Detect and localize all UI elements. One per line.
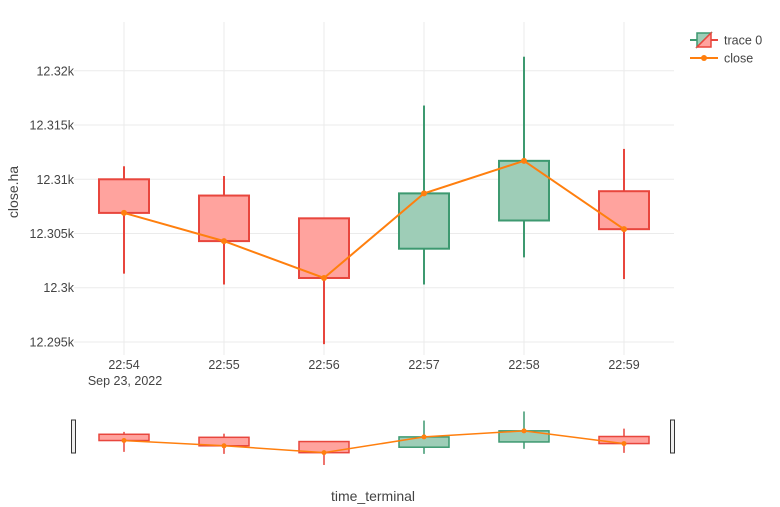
legend[interactable]: trace 0 close — [690, 31, 762, 66]
x-date-label: Sep 23, 2022 — [88, 374, 162, 388]
legend-item-trace-0[interactable]: trace 0 — [690, 31, 762, 49]
candle-2254[interactable] — [98, 166, 150, 274]
range-slider-candles — [98, 411, 650, 465]
y-tick-labels: 12.295k 12.3k 12.305k 12.31k 12.315k 12.32k — [30, 64, 75, 349]
slider-candle-2258[interactable] — [498, 411, 550, 449]
candle-body — [98, 178, 150, 214]
candle-body — [398, 192, 450, 250]
y-tick-label: 12.295k — [30, 335, 75, 349]
slider-close-point[interactable] — [621, 441, 627, 447]
x-tick-label: 22:55 — [208, 358, 239, 372]
slider-close-point[interactable] — [221, 443, 227, 449]
x-tick-labels: 22:54 22:55 22:56 22:57 22:58 22:59 — [108, 358, 639, 372]
y-tick-label: 12.3k — [43, 281, 74, 295]
legend-item-close[interactable]: close — [690, 52, 753, 66]
x-tick-label: 22:54 — [108, 358, 139, 372]
close-point[interactable] — [421, 190, 427, 197]
range-slider-left-handle[interactable] — [71, 419, 76, 454]
close-point[interactable] — [121, 209, 127, 216]
candle-body — [298, 217, 350, 279]
legend-label-close: close — [724, 52, 753, 66]
legend-label-trace-0: trace 0 — [724, 34, 762, 48]
range-slider[interactable] — [71, 405, 675, 465]
slider-close-line — [123, 430, 625, 454]
legend-line-marker — [701, 55, 707, 61]
candle-body — [198, 194, 250, 243]
x-axis-label: time_terminal — [331, 488, 415, 504]
close-point[interactable] — [521, 157, 527, 164]
close-point[interactable] — [321, 274, 327, 281]
candle-2255[interactable] — [198, 176, 250, 285]
x-tick-label: 22:59 — [608, 358, 639, 372]
slider-close-point[interactable] — [421, 434, 427, 440]
x-tick-label: 22:57 — [408, 358, 439, 372]
slider-close-point[interactable] — [521, 428, 527, 434]
candles-layer — [98, 56, 650, 345]
y-axis-label: close.ha — [5, 166, 21, 218]
y-tick-label: 12.315k — [30, 119, 75, 133]
y-tick-label: 12.31k — [36, 173, 74, 187]
range-slider-right-handle[interactable] — [670, 419, 675, 454]
x-tick-label: 22:58 — [508, 358, 539, 372]
close-line-layer — [121, 157, 627, 281]
range-slider-line — [121, 428, 627, 456]
close-point[interactable] — [221, 238, 227, 245]
slider-close-point[interactable] — [121, 438, 127, 444]
candle-2257[interactable] — [398, 105, 450, 285]
candle-body — [498, 159, 550, 222]
close-point[interactable] — [621, 226, 627, 233]
y-tick-label: 12.32k — [36, 64, 74, 78]
x-tick-label: 22:56 — [308, 358, 339, 372]
range-slider-background — [74, 405, 674, 459]
close-line — [123, 159, 625, 280]
candle-body — [598, 190, 650, 231]
candle-2256[interactable] — [298, 217, 350, 345]
candle-2258[interactable] — [498, 56, 550, 258]
slider-close-point[interactable] — [321, 450, 327, 456]
legend-candle-decreasing-swatch — [695, 31, 712, 48]
candle-2259[interactable] — [598, 148, 650, 280]
y-tick-label: 12.305k — [30, 227, 75, 241]
